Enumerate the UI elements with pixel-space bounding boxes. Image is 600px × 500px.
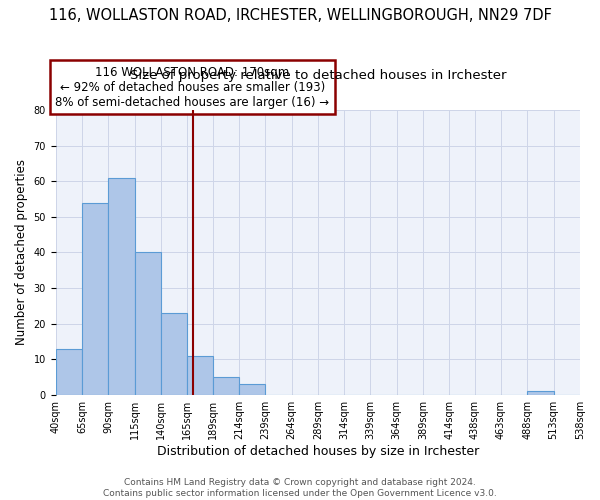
Bar [161, 313, 187, 395]
Y-axis label: Number of detached properties: Number of detached properties [15, 160, 28, 346]
Text: 116 WOLLASTON ROAD: 170sqm
← 92% of detached houses are smaller (193)
8% of semi: 116 WOLLASTON ROAD: 170sqm ← 92% of deta… [55, 66, 329, 108]
Text: 116, WOLLASTON ROAD, IRCHESTER, WELLINGBOROUGH, NN29 7DF: 116, WOLLASTON ROAD, IRCHESTER, WELLINGB… [49, 8, 551, 22]
Bar [187, 356, 212, 395]
Bar [134, 252, 161, 395]
Bar [239, 384, 265, 395]
Bar [108, 178, 134, 395]
Bar [56, 348, 82, 395]
Bar [212, 377, 239, 395]
X-axis label: Distribution of detached houses by size in Irchester: Distribution of detached houses by size … [157, 444, 479, 458]
Title: Size of property relative to detached houses in Irchester: Size of property relative to detached ho… [130, 70, 506, 82]
Text: Contains HM Land Registry data © Crown copyright and database right 2024.
Contai: Contains HM Land Registry data © Crown c… [103, 478, 497, 498]
Bar [82, 202, 108, 395]
Bar [527, 392, 554, 395]
